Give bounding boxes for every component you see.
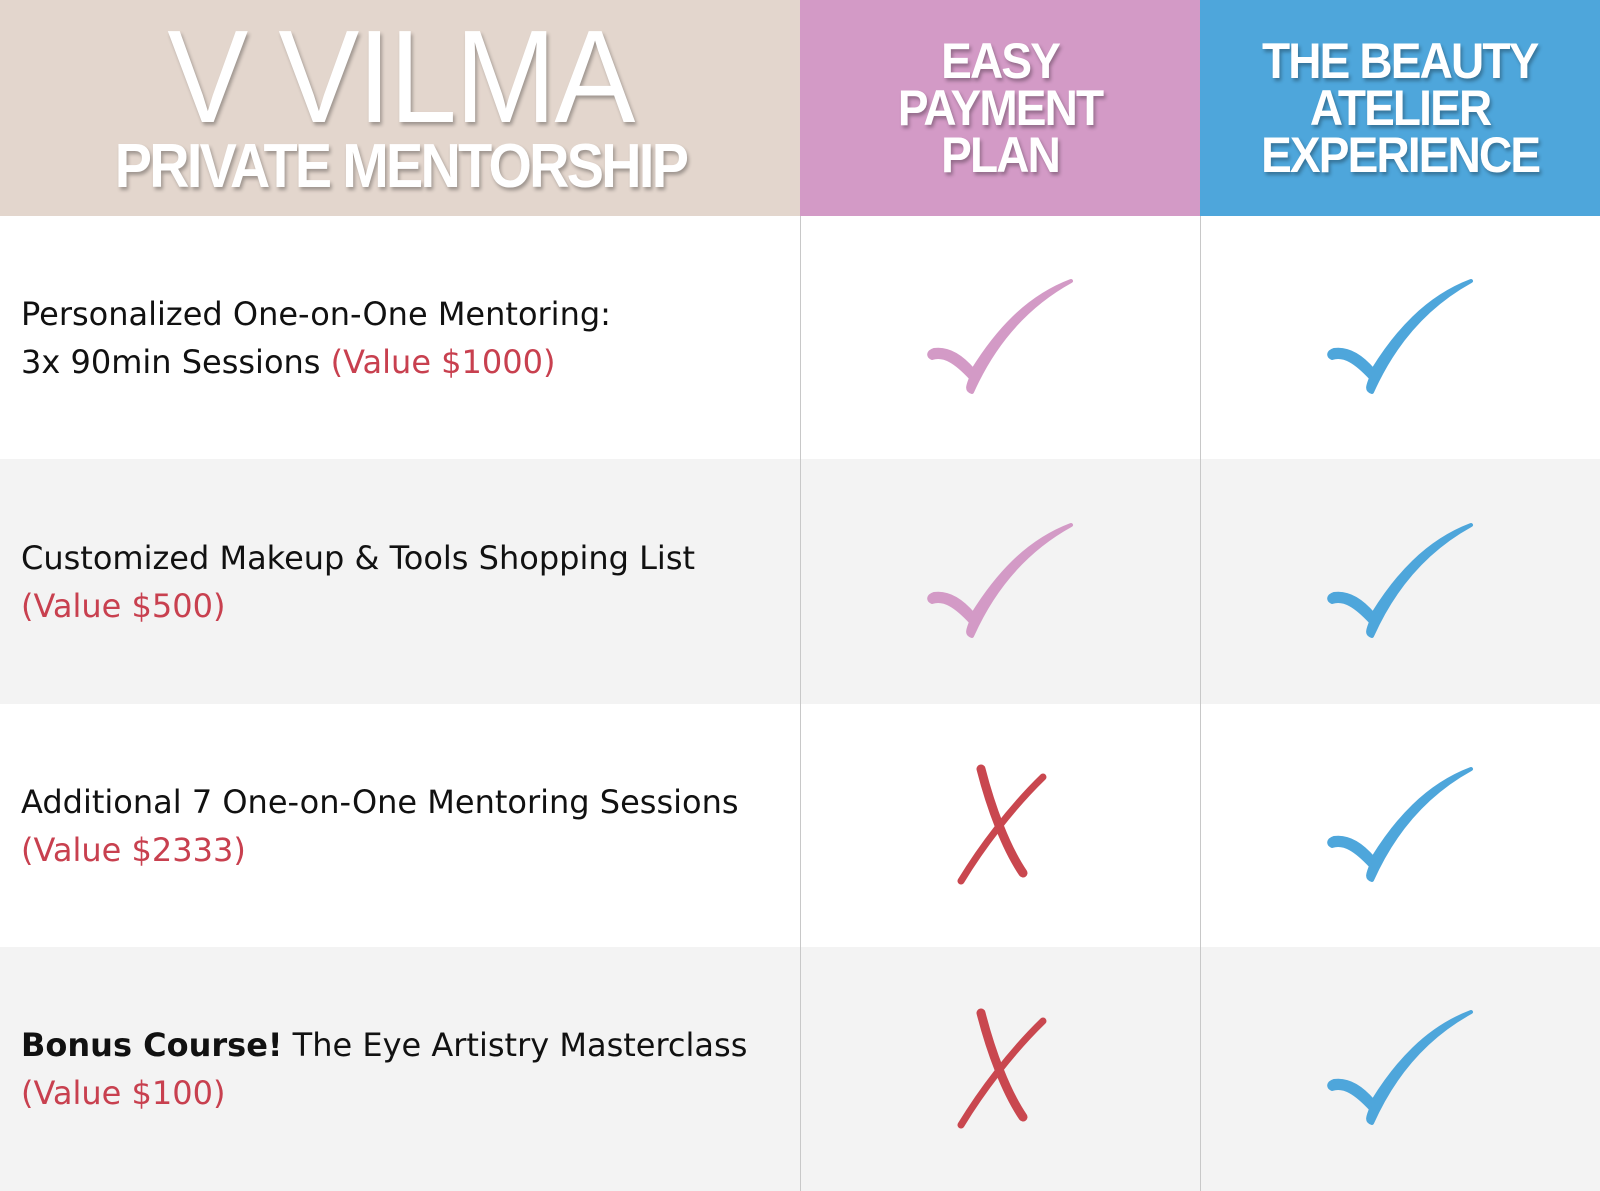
feature-value: (Value $100) xyxy=(21,1074,226,1112)
plan-title-line: EXPERIENCE xyxy=(1260,126,1541,183)
feature-row: Bonus Course! The Eye Artistry Mastercla… xyxy=(0,947,800,1191)
check-icon xyxy=(1200,947,1600,1191)
feature-value: (Value $1000) xyxy=(330,342,556,381)
plan-header-beauty-atelier: THE BEAUTY ATELIER EXPERIENCE xyxy=(1200,0,1600,216)
brand-header: V VILMA PRIVATE MENTORSHIP xyxy=(0,0,800,216)
cross-icon xyxy=(800,947,1200,1191)
plan-title-line: THE BEAUTY xyxy=(1262,32,1539,89)
feature-value-line: (Value $100) xyxy=(21,1069,800,1117)
cross-icon xyxy=(800,704,1200,947)
plan-title-line: PLAN xyxy=(941,126,1061,183)
feature-value-line: (Value $2333) xyxy=(21,826,800,874)
check-icon xyxy=(800,216,1200,459)
feature-text: Customized Makeup & Tools Shopping List xyxy=(21,534,800,582)
feature-row: Additional 7 One-on-One Mentoring Sessio… xyxy=(0,704,800,947)
feature-value: (Value $2333) xyxy=(21,830,246,869)
brand-subtitle: PRIVATE MENTORSHIP xyxy=(114,132,688,201)
feature-value-line: 3x 90min Sessions (Value $1000) xyxy=(21,338,800,386)
feature-value: (Value $500) xyxy=(21,586,226,625)
check-icon xyxy=(1200,216,1600,459)
feature-text: Personalized One-on-One Mentoring: xyxy=(21,290,800,338)
check-icon xyxy=(1200,459,1600,704)
plan-header-easy-payment: EASY PAYMENT PLAN xyxy=(800,0,1200,216)
feature-label: Customized Makeup & Tools Shopping List xyxy=(21,538,696,577)
check-icon xyxy=(1200,704,1600,947)
check-icon xyxy=(800,459,1200,704)
feature-label-2: 3x 90min Sessions xyxy=(21,342,331,381)
feature-label: The Eye Artistry Masterclass xyxy=(282,1026,748,1064)
feature-row: Customized Makeup & Tools Shopping List (… xyxy=(0,459,800,704)
feature-text: Additional 7 One-on-One Mentoring Sessio… xyxy=(21,778,800,826)
feature-text: Bonus Course! The Eye Artistry Mastercla… xyxy=(21,1021,800,1069)
plan-title-line: PAYMENT xyxy=(897,79,1104,136)
feature-row: Personalized One-on-One Mentoring: 3x 90m… xyxy=(0,216,800,459)
feature-label: Personalized One-on-One Mentoring: xyxy=(21,294,611,333)
feature-label: Additional 7 One-on-One Mentoring Sessio… xyxy=(21,782,739,821)
plan-title-line: ATELIER xyxy=(1309,79,1492,136)
feature-bold: Bonus Course! xyxy=(21,1026,283,1064)
feature-value-line: (Value $500) xyxy=(21,582,800,630)
plan-title-line: EASY xyxy=(941,32,1061,89)
brand-title: V VILMA xyxy=(166,3,635,150)
